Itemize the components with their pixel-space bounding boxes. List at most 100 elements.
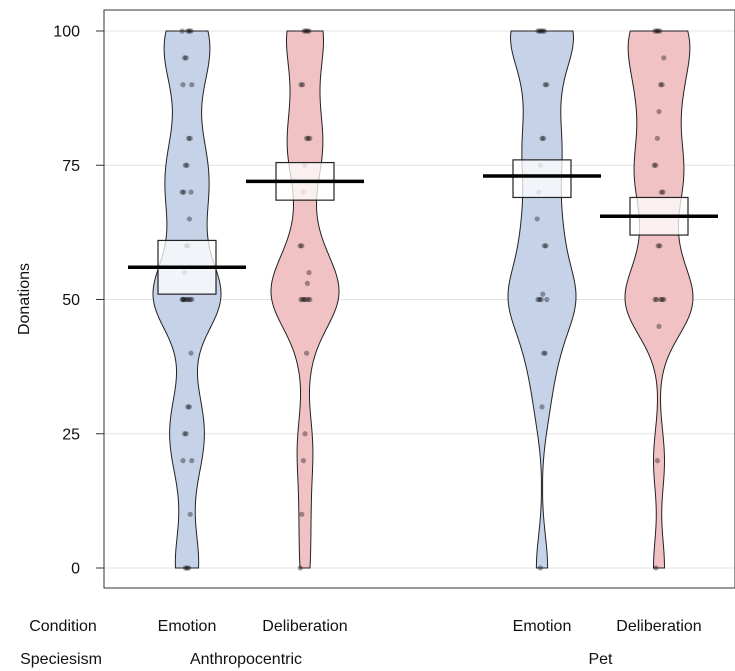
data-point bbox=[305, 135, 311, 141]
speciesism-label: Pet bbox=[588, 651, 613, 668]
data-point bbox=[182, 296, 188, 303]
data-point bbox=[188, 28, 194, 34]
violin-4 bbox=[624, 30, 694, 569]
data-point bbox=[658, 296, 664, 303]
data-point bbox=[652, 296, 658, 303]
data-point bbox=[658, 82, 664, 88]
speciesism-label: Anthropocentric bbox=[190, 651, 302, 668]
condition-label: Emotion bbox=[513, 618, 572, 635]
data-point bbox=[299, 243, 305, 249]
speciesism-row-label: Speciesism bbox=[20, 651, 102, 668]
condition-label: Deliberation bbox=[262, 618, 347, 635]
data-point bbox=[179, 296, 185, 303]
data-point bbox=[307, 135, 313, 141]
data-point bbox=[303, 28, 309, 34]
data-point bbox=[306, 270, 312, 276]
data-point bbox=[306, 28, 312, 34]
data-point bbox=[182, 55, 188, 61]
condition-label: Deliberation bbox=[616, 618, 701, 635]
data-point bbox=[182, 565, 188, 571]
data-point bbox=[185, 28, 191, 34]
data-point bbox=[185, 404, 191, 410]
data-point bbox=[297, 243, 303, 249]
data-point bbox=[535, 28, 541, 34]
data-point bbox=[661, 296, 667, 303]
data-point bbox=[657, 28, 663, 34]
y-tick-label: 0 bbox=[71, 561, 80, 578]
data-point bbox=[181, 296, 187, 303]
data-point bbox=[298, 82, 304, 88]
data-point bbox=[305, 296, 311, 303]
data-point bbox=[187, 511, 193, 517]
data-point bbox=[180, 82, 186, 88]
data-point bbox=[540, 28, 546, 34]
y-axis: 0 25 50 75 100 bbox=[53, 24, 104, 578]
ci-box bbox=[512, 159, 572, 199]
data-point bbox=[184, 296, 190, 303]
violin-1 bbox=[152, 30, 222, 569]
y-tick-label: 50 bbox=[62, 292, 80, 309]
data-point bbox=[659, 82, 665, 88]
data-point bbox=[541, 350, 547, 356]
data-point bbox=[544, 296, 550, 303]
data-point bbox=[534, 216, 540, 222]
data-point bbox=[537, 565, 544, 571]
data-point bbox=[654, 458, 661, 464]
data-point bbox=[653, 162, 659, 168]
data-point bbox=[537, 296, 543, 303]
data-point bbox=[651, 162, 657, 168]
data-point bbox=[179, 189, 185, 195]
data-point bbox=[301, 28, 307, 34]
data-point bbox=[655, 243, 661, 249]
mean-boxes bbox=[128, 159, 718, 295]
data-point bbox=[186, 216, 192, 222]
data-point bbox=[657, 243, 663, 249]
data-point bbox=[541, 243, 548, 249]
data-point bbox=[182, 162, 188, 168]
data-point bbox=[186, 565, 192, 571]
data-point bbox=[299, 511, 305, 517]
data-point bbox=[181, 189, 187, 195]
data-point bbox=[656, 323, 662, 329]
data-point bbox=[541, 28, 548, 34]
x-axis-labels: Emotion Deliberation Emotion Deliberation An… bbox=[158, 618, 702, 668]
data-point bbox=[302, 431, 308, 437]
data-point bbox=[189, 296, 195, 303]
data-point bbox=[304, 350, 310, 356]
data-point bbox=[189, 82, 195, 88]
data-point bbox=[183, 55, 189, 61]
violin-2 bbox=[270, 30, 340, 569]
data-point bbox=[182, 431, 188, 437]
data-point bbox=[298, 296, 304, 303]
data-point bbox=[537, 28, 543, 34]
data-point bbox=[656, 108, 662, 115]
data-point bbox=[304, 280, 310, 286]
data-point bbox=[659, 296, 665, 303]
data-point bbox=[539, 404, 545, 410]
data-point bbox=[186, 296, 192, 303]
data-point bbox=[186, 28, 192, 34]
condition-row-label: Condition bbox=[29, 618, 97, 635]
data-point bbox=[300, 458, 306, 464]
data-point bbox=[304, 28, 310, 34]
data-point bbox=[538, 28, 544, 34]
y-tick-label: 75 bbox=[62, 158, 80, 175]
data-point bbox=[542, 350, 548, 356]
data-point bbox=[654, 296, 660, 303]
data-point bbox=[540, 291, 546, 297]
data-point bbox=[184, 565, 190, 571]
data-point bbox=[542, 82, 548, 88]
data-point bbox=[188, 350, 194, 356]
data-point bbox=[654, 135, 661, 141]
data-point bbox=[300, 296, 306, 303]
data-point bbox=[543, 243, 549, 249]
data-point bbox=[652, 28, 658, 34]
data-point bbox=[304, 135, 310, 141]
data-point bbox=[301, 296, 307, 303]
data-point bbox=[189, 458, 195, 464]
data-point bbox=[300, 82, 306, 88]
data-point bbox=[307, 296, 313, 303]
data-point bbox=[186, 404, 192, 410]
data-point bbox=[188, 189, 194, 195]
